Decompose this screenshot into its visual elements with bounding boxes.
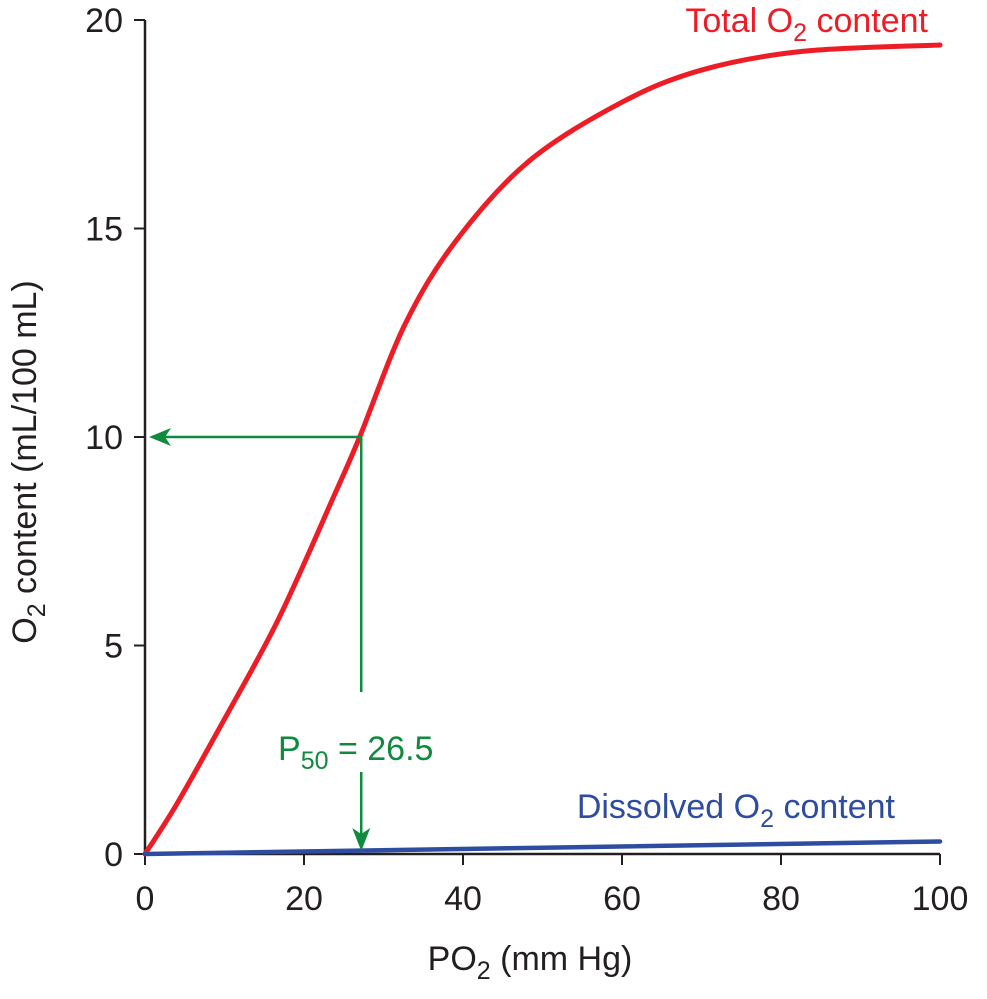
x-axis-label: PO2 (mm Hg) <box>428 940 633 985</box>
series-label-dissolved: Dissolved O2 content <box>577 788 896 833</box>
x-tick-label: 100 <box>912 880 969 918</box>
y-tick-label: 5 <box>104 628 123 666</box>
y-tick-label: 0 <box>104 836 123 874</box>
series <box>142 42 943 857</box>
p50-annotation <box>149 428 371 851</box>
arrow-down-icon <box>352 828 371 851</box>
dissolved-o2-line <box>142 839 943 857</box>
ticks: 0 20 40 60 80 100 0 5 10 15 20 <box>85 2 968 918</box>
total-o2-line <box>142 42 943 857</box>
series-label-total: Total O2 content <box>685 2 928 47</box>
x-tick-label: 40 <box>444 880 482 918</box>
p50-label: P50 = 26.5 <box>278 730 433 775</box>
x-tick-label: 20 <box>285 880 323 918</box>
arrow-left-icon <box>149 428 171 446</box>
y-tick-label: 15 <box>85 211 123 249</box>
y-tick-label: 20 <box>85 2 123 40</box>
x-tick-label: 0 <box>136 880 155 918</box>
y-tick-label: 10 <box>85 419 123 457</box>
x-tick-label: 80 <box>762 880 800 918</box>
x-tick-label: 60 <box>603 880 641 918</box>
y-axis-label: O2 content (mL/100 mL) <box>6 280 51 644</box>
